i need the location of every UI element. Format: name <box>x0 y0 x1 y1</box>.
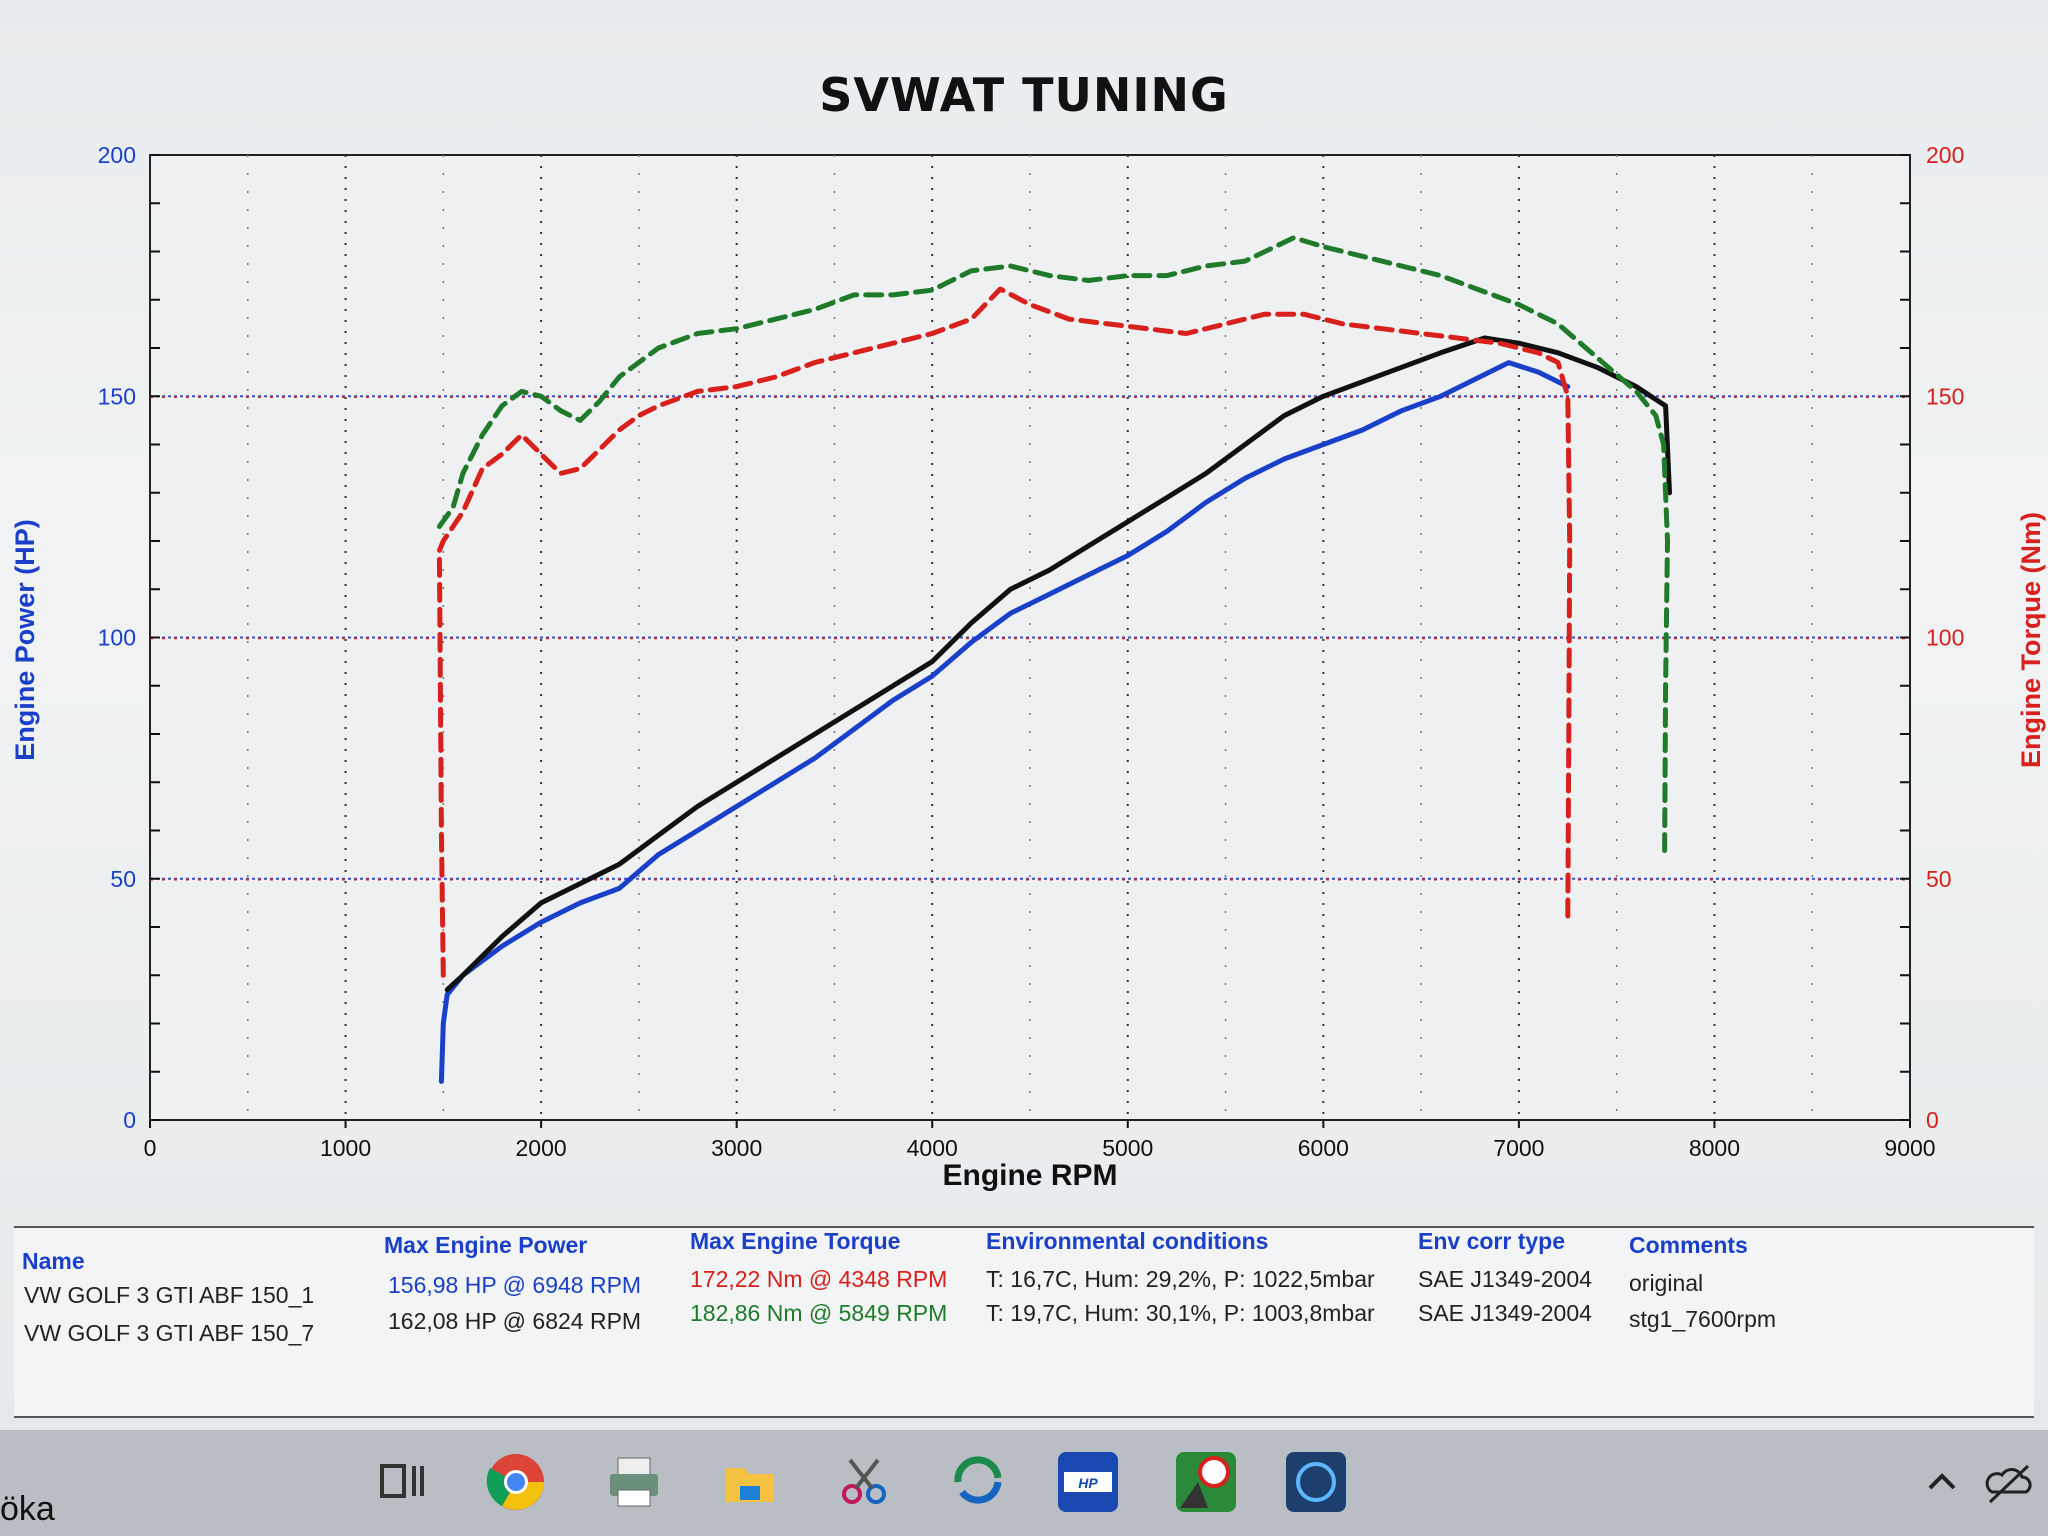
series-line-torque_1 <box>436 286 1573 978</box>
task-view-icon[interactable] <box>372 1452 432 1512</box>
legend-row-2-name: VW GOLF 3 GTI ABF 150_7 <box>24 1320 315 1346</box>
legend-header-corr: Env corr type <box>1418 1228 1565 1254</box>
legend-header-env: Environmental conditions <box>986 1228 1269 1254</box>
file-explorer-icon[interactable] <box>720 1452 780 1512</box>
legend-row-1-env: T: 16,7C, Hum: 29,2%, P: 1022,5mbar <box>986 1266 1375 1292</box>
x-tick-label: 6000 <box>1298 1135 1349 1161</box>
y-right-tick-label: 100 <box>1926 625 1964 651</box>
snip-tool-icon[interactable] <box>834 1452 894 1512</box>
y-right-tick-label: 0 <box>1926 1107 1939 1133</box>
x-tick-label: 0 <box>144 1135 157 1161</box>
legend-row-1-comments: original <box>1629 1270 1704 1296</box>
y-right-tick-label: 150 <box>1926 383 1964 409</box>
x-tick-label: 7000 <box>1493 1135 1544 1161</box>
y-left-tick-label: 50 <box>110 866 136 892</box>
series-group <box>436 235 1672 1084</box>
x-tick-label: 2000 <box>516 1135 567 1161</box>
legend-header-power: Max Engine Power <box>384 1232 588 1258</box>
x-tick-label: 1000 <box>320 1135 371 1161</box>
legend-row-1-power: 156,98 HP @ 6948 RPM <box>388 1272 642 1298</box>
legend-header-torque: Max Engine Torque <box>690 1228 901 1254</box>
chevron-up-icon[interactable] <box>1924 1452 1960 1512</box>
y-left-tick-label: 150 <box>98 383 136 409</box>
legend-row-2-torque: 182,86 Nm @ 5849 RPM <box>690 1300 948 1326</box>
svg-text:HP: HP <box>1078 1475 1098 1491</box>
hp-tuners-icon[interactable]: HP <box>1058 1452 1118 1512</box>
legend-row-1-name: VW GOLF 3 GTI ABF 150_1 <box>24 1282 315 1308</box>
legend-row-2-corr: SAE J1349-2004 <box>1418 1300 1592 1326</box>
legend-row-2-power: 162,08 HP @ 6824 RPM <box>388 1308 642 1334</box>
grid <box>150 155 1910 1120</box>
legend-header-comments: Comments <box>1629 1232 1748 1258</box>
chart-title: SVWAT TUNING <box>819 68 1229 122</box>
legend-row-2-env: T: 19,7C, Hum: 30,1%, P: 1003,8mbar <box>986 1300 1375 1326</box>
dyno-chart: 0 1000 2000 3000 4000 5000 6000 7000 8000 9000050… <box>10 142 2046 1192</box>
series-line-power_7 <box>444 335 1672 993</box>
y-right-tick-label: 50 <box>1926 866 1952 892</box>
x-tick-label: 3000 <box>711 1135 762 1161</box>
legend-row-1-corr: SAE J1349-2004 <box>1418 1266 1592 1292</box>
x-tick-label: 9000 <box>1884 1135 1935 1161</box>
series-line-torque_7 <box>436 235 1670 858</box>
y-right-tick-label: 200 <box>1926 142 1964 168</box>
series-line-power_1 <box>438 360 1571 1084</box>
x-tick-label: 4000 <box>907 1135 958 1161</box>
x-tick-label: 8000 <box>1689 1135 1740 1161</box>
search-box-text[interactable]: öka <box>0 1490 55 1528</box>
ticks-group: 0 1000 2000 3000 4000 5000 6000 7000 8000 9000050… <box>98 142 1965 1161</box>
legend-header-name: Name <box>22 1248 85 1274</box>
x-axis-label: Engine RPM <box>942 1159 1117 1192</box>
speed-limit-icon[interactable] <box>1176 1452 1236 1512</box>
chrome-icon[interactable] <box>486 1452 546 1512</box>
legend-row-2-comments: stg1_7600rpm <box>1629 1306 1777 1332</box>
legend-row-1-torque: 172,22 Nm @ 4348 RPM <box>690 1266 948 1292</box>
printer-icon[interactable] <box>604 1452 664 1512</box>
y-left-tick-label: 100 <box>98 625 136 651</box>
onedrive-icon[interactable] <box>1984 1452 2034 1512</box>
taskbar: HP <box>0 1430 2048 1536</box>
legend-table: Name Max Engine Power Max Engine Torque … <box>14 1226 2034 1418</box>
y-axis-left-label: Engine Power (HP) <box>10 519 40 761</box>
y-axis-right-label: Engine Torque (Nm) <box>2016 512 2046 768</box>
x-tick-label: 5000 <box>1102 1135 1153 1161</box>
app-swirl-icon[interactable] <box>948 1452 1008 1512</box>
y-left-tick-label: 0 <box>123 1107 136 1133</box>
y-left-tick-label: 200 <box>98 142 136 168</box>
app-dark-icon[interactable] <box>1286 1452 1346 1512</box>
